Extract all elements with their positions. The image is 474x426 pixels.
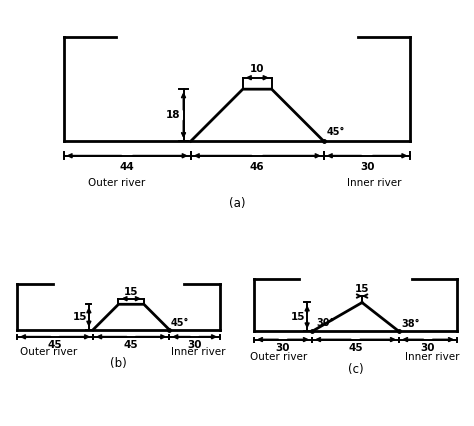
Text: 30: 30 bbox=[276, 343, 290, 353]
Text: 45°: 45° bbox=[171, 318, 189, 328]
Text: Outer river: Outer river bbox=[20, 348, 78, 357]
Text: 45: 45 bbox=[48, 340, 62, 350]
Text: 18: 18 bbox=[166, 110, 181, 120]
Text: 15: 15 bbox=[124, 287, 138, 296]
Text: Outer river: Outer river bbox=[88, 178, 146, 187]
Text: Inner river: Inner river bbox=[347, 178, 401, 187]
Text: 15: 15 bbox=[355, 284, 369, 294]
Text: (a): (a) bbox=[229, 197, 245, 210]
Text: 15: 15 bbox=[291, 312, 305, 322]
Text: 10: 10 bbox=[250, 64, 264, 74]
Text: 30°: 30° bbox=[317, 318, 335, 328]
Text: 30: 30 bbox=[187, 340, 202, 350]
Text: 45: 45 bbox=[348, 343, 363, 353]
Text: (b): (b) bbox=[110, 357, 127, 370]
Text: (c): (c) bbox=[348, 363, 363, 376]
Text: 45°: 45° bbox=[327, 127, 345, 137]
Text: 30: 30 bbox=[360, 162, 374, 172]
Text: 15: 15 bbox=[73, 312, 87, 322]
Text: Outer river: Outer river bbox=[250, 352, 307, 362]
Text: 30: 30 bbox=[421, 343, 435, 353]
Text: 45: 45 bbox=[124, 340, 138, 350]
Text: 44: 44 bbox=[120, 162, 135, 172]
Text: 38°: 38° bbox=[401, 319, 419, 329]
Text: 46: 46 bbox=[250, 162, 264, 172]
Text: Inner river: Inner river bbox=[405, 352, 460, 362]
Text: Inner river: Inner river bbox=[172, 348, 226, 357]
